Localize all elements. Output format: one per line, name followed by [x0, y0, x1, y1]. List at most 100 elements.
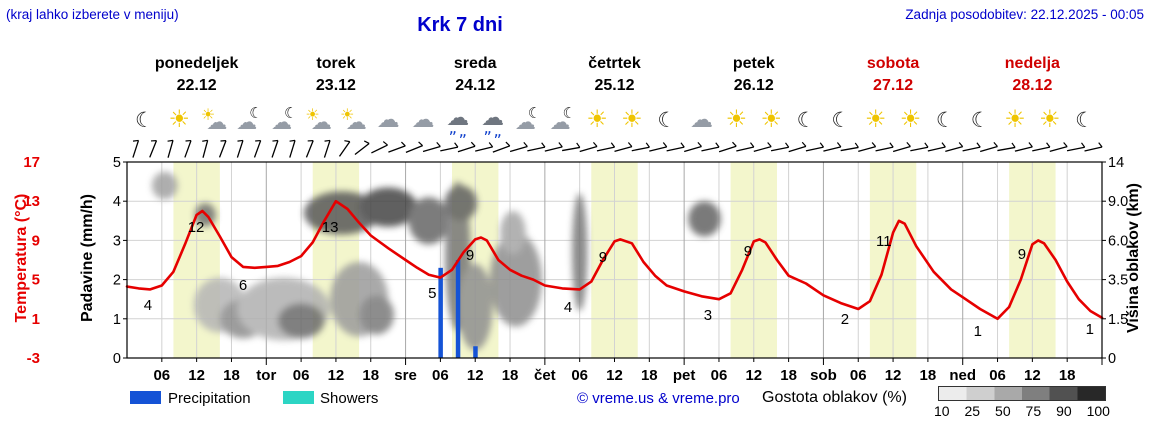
hour-tick-label: 06	[711, 367, 728, 384]
cloud-moon-icon: ☾☁	[550, 104, 576, 134]
wind-barb-shaft	[927, 146, 946, 152]
wind-barb-icon	[544, 142, 563, 152]
wind-barb-feather	[993, 141, 998, 147]
wind-barb-feather	[645, 142, 650, 148]
day-name: ponedeljek	[155, 55, 239, 72]
wind-barb-feather	[289, 139, 296, 142]
icon-glyph: ☀	[760, 105, 782, 133]
wind-barb-shaft	[979, 145, 998, 153]
wind-barb-feather	[732, 141, 737, 147]
temperature-value-label: 6	[239, 277, 247, 294]
wind-barb-feather	[344, 140, 350, 143]
wind-barb-feather	[576, 142, 581, 148]
copyright-link[interactable]: © vreme.us & vreme.pro	[577, 390, 740, 407]
day-name: torek	[316, 55, 355, 72]
cloud-height-tick-label: 0	[1108, 351, 1116, 367]
icon-glyph: ☀	[201, 105, 215, 124]
icon-glyph: ☀	[1039, 105, 1061, 133]
day-tick-label: čet	[534, 367, 556, 384]
wind-barb-icon	[218, 139, 227, 158]
precipitation-bar	[455, 260, 461, 358]
wind-barb-shaft	[305, 140, 314, 158]
wind-barb-shaft	[770, 146, 789, 152]
temperature-curve	[125, 199, 1104, 321]
wind-barb-feather	[610, 142, 616, 148]
icon-glyph: ☁	[515, 110, 536, 134]
wind-barb-icon	[701, 142, 720, 152]
icon-glyph: ☾	[563, 104, 576, 122]
icon-glyph: ☁	[446, 105, 469, 131]
wind-barb-icon	[1014, 142, 1033, 152]
temperature-tick-label: 5	[32, 272, 40, 289]
wind-barb-shaft	[840, 146, 859, 152]
icon-glyph: ☾	[936, 108, 955, 132]
icon-glyph: ☾	[797, 108, 816, 132]
wind-barb-icon	[649, 142, 668, 152]
temperature-tick-label: 17	[23, 154, 40, 171]
precipitation-swatch	[130, 391, 161, 404]
day-tick-label: sre	[394, 367, 417, 384]
sun-icon: ☀	[865, 105, 887, 133]
icon-glyph: ☁	[690, 107, 713, 133]
wind-barb-shaft	[354, 142, 370, 156]
day-date: 24.12	[455, 77, 495, 94]
cloud-density-blob	[151, 171, 178, 200]
wind-barb-shaft	[718, 145, 737, 153]
temperature-value-label: 13	[322, 219, 339, 236]
icon-glyph: ☁	[411, 107, 434, 133]
cloud-density-gradient	[938, 386, 1106, 401]
wind-barb-shaft	[945, 146, 963, 152]
wind-barb-shaft	[184, 140, 192, 158]
hour-tick-label: 18	[780, 367, 797, 384]
wind-barb-feather	[819, 142, 825, 148]
wind-barb-icon	[405, 141, 424, 153]
wind-barb-feather	[324, 139, 331, 142]
icon-glyph: „	[459, 121, 467, 140]
wind-barb-icon	[457, 141, 476, 153]
density-tick-label: 75	[1025, 403, 1042, 419]
wind-barb-feather	[488, 142, 494, 148]
wind-barb-icon	[1084, 142, 1103, 152]
wind-barb-icon	[561, 142, 581, 152]
temperature-value-label: 9	[744, 243, 752, 260]
hour-tick-label: 06	[153, 367, 170, 384]
wind-barb-icon	[323, 139, 331, 158]
wind-barb-feather	[627, 142, 633, 148]
wind-barb-shaft	[736, 146, 754, 152]
wind-barb-feather	[454, 142, 459, 148]
icon-glyph: ☾	[831, 108, 850, 132]
temperature-tick-label: 13	[23, 193, 40, 210]
temperature-value-label: 12	[188, 219, 205, 236]
wind-barb-shaft	[149, 140, 158, 158]
wind-barb-shaft	[475, 146, 493, 152]
hour-tick-label: 18	[502, 367, 519, 384]
wind-barb-feather	[697, 141, 702, 147]
sun-icon: ☀	[726, 105, 748, 133]
precipitation-tick-label: 1	[113, 312, 121, 328]
moon-icon: ☾	[831, 108, 850, 132]
cloud-icon: ☁	[411, 107, 434, 133]
day-date: 26.12	[734, 77, 774, 94]
moon-icon: ☾	[1075, 108, 1094, 132]
wind-barb-icon	[945, 142, 964, 152]
wind-barb-icon	[614, 142, 633, 152]
hour-tick-label: 18	[362, 367, 379, 384]
sun-cloud-icon: ☀☁	[340, 105, 367, 134]
day-tick-label: pet	[673, 367, 696, 384]
wind-barb-icon	[422, 141, 441, 153]
wind-barb-feather	[272, 139, 278, 142]
sun-icon: ☀	[900, 105, 922, 133]
hour-tick-label: 06	[571, 367, 588, 384]
sun-cloud-icon: ☀☁	[305, 105, 332, 134]
cloud-icon: ☁	[690, 107, 713, 133]
icon-glyph: ☁	[311, 110, 332, 134]
wind-barb-shaft	[753, 146, 772, 152]
rain-icon: ☁„ „	[481, 105, 504, 140]
wind-barb-feather	[1028, 142, 1033, 148]
temperature-value-label: 9	[1018, 246, 1026, 263]
sun-icon: ☀	[586, 105, 608, 133]
wind-barb-feather	[436, 141, 441, 147]
icon-glyph: ☁	[550, 110, 571, 134]
icon-glyph: ☁	[271, 110, 292, 134]
hour-tick-label: 06	[989, 367, 1006, 384]
